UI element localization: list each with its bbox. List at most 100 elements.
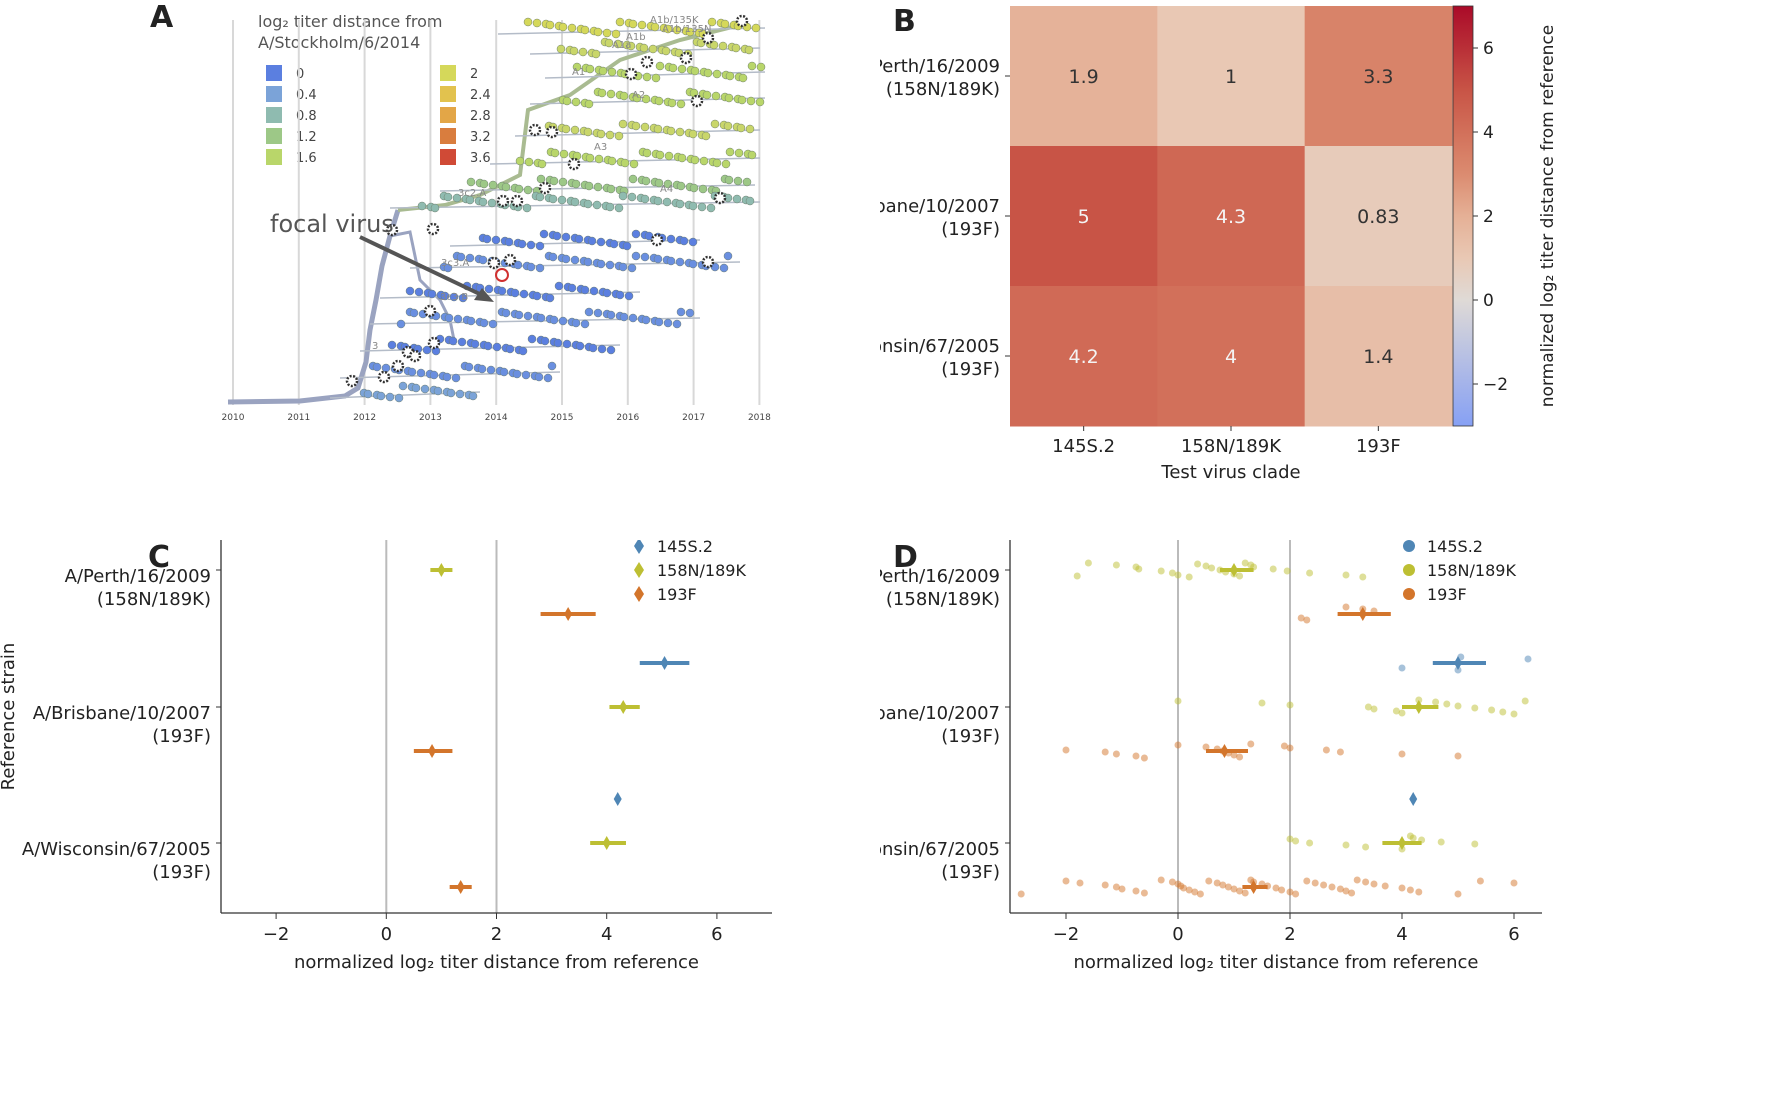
data-point: [1320, 881, 1328, 889]
legend-marker: [1403, 564, 1415, 576]
data-point: [1084, 559, 1092, 567]
tree-tip: [639, 43, 649, 53]
data-point: [1241, 889, 1249, 897]
tree-tip: [598, 66, 608, 76]
data-point: [1278, 886, 1286, 894]
tree-tip: [606, 184, 616, 194]
y-axis-label: Reference strain: [0, 643, 19, 791]
tree-tip: [733, 176, 743, 186]
heatmap-cell-label: 1.9: [1069, 66, 1099, 88]
row-sublabel: (158N/189K): [886, 589, 1000, 610]
tree-tip: [381, 363, 391, 373]
tree-tip: [677, 153, 687, 163]
data-point: [1208, 564, 1216, 572]
tree-tip: [442, 372, 452, 382]
data-point: [1286, 744, 1294, 752]
tree-tip: [644, 231, 654, 241]
tree-tip: [571, 318, 581, 328]
tree-tip: [492, 342, 502, 352]
data-point: [1392, 707, 1400, 715]
tree-tip: [709, 40, 719, 50]
clade-label: A1: [572, 67, 585, 78]
tree-tip: [552, 231, 562, 241]
legend-label: 158N/189K: [657, 561, 746, 580]
tree-tip: [613, 39, 623, 49]
tree-tip: [719, 263, 729, 273]
tree-tip: [484, 284, 494, 294]
data-point: [1224, 883, 1232, 891]
tree-tip: [550, 148, 560, 158]
tree-tip: [580, 285, 590, 295]
mutation-marker: [503, 253, 517, 267]
clade-label: 3: [372, 341, 378, 352]
colorbar-tick-label: 4: [1483, 123, 1494, 143]
data-point: [1510, 710, 1518, 718]
tree-tip: [448, 336, 458, 346]
legend-label: 158N/189K: [1427, 561, 1516, 580]
tree-tip: [578, 47, 588, 57]
year-label: 2011: [287, 413, 310, 423]
tree-tip: [745, 124, 755, 134]
tree-tip: [618, 262, 628, 272]
x-axis-label: normalized log₂ titer distance from refe…: [1074, 952, 1479, 973]
tree-tip: [526, 240, 536, 250]
tree-tip: [642, 148, 652, 158]
legend-label: 1.6: [296, 151, 317, 166]
tree-tip: [562, 339, 572, 349]
tree-legend-title-2: A/Stockholm/6/2014: [258, 33, 420, 52]
tree-legend-title-1: log₂ titer distance from: [258, 12, 443, 31]
tree-tip: [497, 286, 507, 296]
data-point: [1196, 890, 1204, 898]
tree-tip: [553, 338, 563, 348]
tree-tip: [653, 196, 663, 206]
data-point: [1202, 562, 1210, 570]
estimate-marker: [437, 563, 446, 577]
heatmap-cell-label: 3.3: [1363, 66, 1393, 88]
tree-tip: [554, 281, 564, 291]
tree-tip: [570, 255, 580, 265]
estimate-marker: [660, 656, 669, 670]
colorbar-tick-label: 2: [1483, 207, 1494, 227]
tree-tip: [747, 150, 757, 160]
legend-label: 0: [296, 67, 304, 82]
tree-tip: [422, 345, 432, 355]
tree-tip: [701, 131, 711, 141]
tree-tip: [605, 260, 615, 270]
estimate-marker: [1414, 700, 1423, 714]
tree-tip: [430, 203, 440, 213]
tree-tip: [570, 197, 580, 207]
tree-tip: [732, 194, 742, 204]
data-point: [1362, 843, 1370, 851]
tree-tip: [547, 361, 557, 371]
x-tick-label: 0: [381, 924, 392, 945]
tree-tip: [628, 19, 638, 29]
tree-tip: [558, 22, 568, 32]
data-point: [1292, 890, 1300, 898]
tree-tip: [407, 367, 417, 377]
tree-tip: [607, 67, 617, 77]
mutation-marker: [528, 123, 542, 137]
tree-tip: [405, 286, 415, 296]
data-point: [1157, 876, 1165, 884]
heatmap-row-label: A/Brisbane/10/2007: [880, 196, 1000, 217]
mutation-marker: [391, 359, 405, 373]
tree-tip: [596, 129, 606, 139]
tree-tip: [536, 313, 546, 323]
tree-tip: [661, 46, 671, 56]
data-point: [1236, 572, 1244, 580]
tree-tip: [664, 151, 674, 161]
estimate-marker: [1220, 744, 1229, 758]
tree-tip: [465, 253, 475, 263]
mutation-marker: [713, 191, 727, 205]
tree-tip: [420, 384, 430, 394]
legend-swatch: [266, 107, 282, 123]
tree-tip: [742, 177, 752, 187]
data-point: [1283, 567, 1291, 575]
tree-tip: [663, 179, 673, 189]
data-point: [1112, 883, 1120, 891]
focal-virus-marker: [495, 268, 509, 282]
data-point: [1286, 888, 1294, 896]
tree-tip: [688, 237, 698, 247]
row-sublabel: (193F): [941, 726, 1000, 747]
tree-tip: [629, 159, 639, 169]
